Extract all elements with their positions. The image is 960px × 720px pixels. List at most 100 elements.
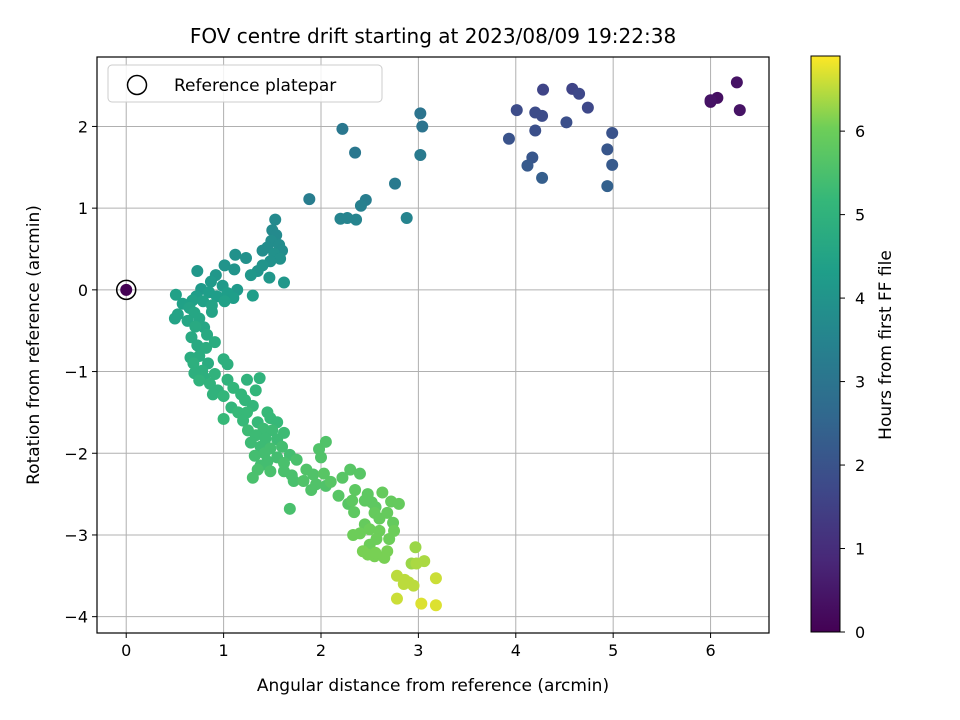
data-point — [369, 546, 382, 559]
legend-marker-circle — [126, 74, 148, 96]
y-tick-label: −1 — [64, 363, 88, 382]
data-point — [237, 414, 250, 427]
data-point — [397, 577, 410, 590]
data-point — [332, 489, 345, 502]
data-point — [416, 120, 429, 133]
data-point — [266, 424, 279, 437]
data-point — [414, 149, 427, 162]
x-tick-label: 5 — [608, 641, 618, 660]
data-point — [276, 440, 289, 453]
data-point — [606, 126, 619, 139]
data-point — [240, 373, 253, 386]
colorbar-tick-label: 0 — [855, 623, 865, 642]
data-point — [269, 213, 282, 226]
data-point — [353, 467, 366, 480]
x-axis-label: Angular distance from reference (arcmin) — [257, 676, 609, 696]
data-point — [606, 158, 619, 171]
data-point — [536, 109, 549, 122]
legend-entry-reference-platepar: Reference platepar — [174, 76, 336, 96]
data-point — [277, 276, 290, 289]
data-point — [253, 372, 266, 385]
data-point — [354, 199, 367, 212]
data-point — [303, 193, 316, 206]
colorbar: 0 1 2 3 4 5 6 Hours from first FF file — [810, 55, 896, 642]
data-point — [730, 76, 743, 89]
data-point — [246, 471, 259, 484]
data-point — [204, 275, 217, 288]
y-tick-label: −2 — [64, 444, 88, 463]
data-point — [228, 263, 241, 276]
data-point — [581, 101, 594, 114]
y-axis-label: Rotation from reference (arcmin) — [24, 205, 44, 485]
data-point — [733, 104, 746, 117]
data-point — [191, 265, 204, 278]
data-point — [248, 449, 261, 462]
data-point — [169, 288, 182, 301]
data-point — [349, 146, 362, 159]
data-point — [383, 533, 396, 546]
data-point — [363, 523, 376, 536]
data-point — [208, 368, 221, 381]
data-point — [346, 494, 359, 507]
colorbar-tick-label: 3 — [855, 373, 865, 392]
data-point — [206, 388, 219, 401]
x-tick-label: 3 — [413, 641, 423, 660]
y-axis-ticks: −4 −3 −2 −1 0 1 2 — [64, 117, 97, 627]
data-point — [529, 124, 542, 137]
colorbar-tick-label: 5 — [855, 206, 865, 225]
data-point — [537, 83, 550, 96]
data-point — [205, 305, 218, 318]
data-point — [319, 435, 332, 448]
data-point — [510, 104, 523, 117]
data-point — [348, 506, 361, 519]
data-point — [201, 328, 214, 341]
y-tick-label: 0 — [78, 281, 88, 300]
data-point — [217, 412, 230, 425]
data-point — [429, 599, 442, 612]
data-point — [189, 320, 202, 333]
colorbar-tick-label: 2 — [855, 456, 865, 475]
data-point — [221, 358, 234, 371]
x-tick-label: 0 — [121, 641, 131, 660]
data-point — [307, 468, 320, 481]
x-tick-label: 6 — [705, 641, 715, 660]
colorbar-label: Hours from first FF file — [876, 250, 896, 440]
data-point — [240, 251, 253, 264]
data-point — [317, 467, 330, 480]
data-point — [336, 122, 349, 135]
data-point — [409, 541, 422, 554]
data-point — [601, 180, 614, 193]
plot-frame — [96, 56, 770, 634]
data-point — [410, 557, 423, 570]
colorbar-ticks: 0 1 2 3 4 5 6 — [840, 122, 865, 642]
reference-point — [115, 279, 137, 301]
data-point — [392, 497, 405, 510]
data-point — [414, 107, 427, 120]
data-point — [264, 465, 277, 478]
data-point — [601, 143, 614, 156]
data-point — [376, 486, 389, 499]
data-point — [274, 252, 287, 265]
x-axis-ticks: 0 1 2 3 4 5 6 — [121, 633, 716, 660]
data-point — [336, 471, 349, 484]
chart-title: FOV centre drift starting at 2023/08/09 … — [190, 24, 676, 48]
data-point — [218, 295, 231, 308]
data-point — [256, 244, 269, 257]
x-tick-label: 1 — [219, 641, 229, 660]
colorbar-tick-label: 1 — [855, 540, 865, 559]
data-point — [324, 475, 337, 488]
data-point — [244, 436, 257, 449]
data-point — [415, 597, 428, 610]
data-point — [381, 506, 394, 519]
data-point — [208, 336, 221, 349]
data-point — [246, 289, 259, 302]
y-tick-label: 1 — [78, 199, 88, 218]
data-point — [400, 211, 413, 224]
data-point — [407, 579, 420, 592]
data-point — [704, 94, 717, 107]
legend: Reference platepar — [107, 64, 383, 103]
data-point — [168, 312, 181, 325]
data-point — [193, 374, 206, 387]
reference-point-ring — [115, 279, 137, 301]
